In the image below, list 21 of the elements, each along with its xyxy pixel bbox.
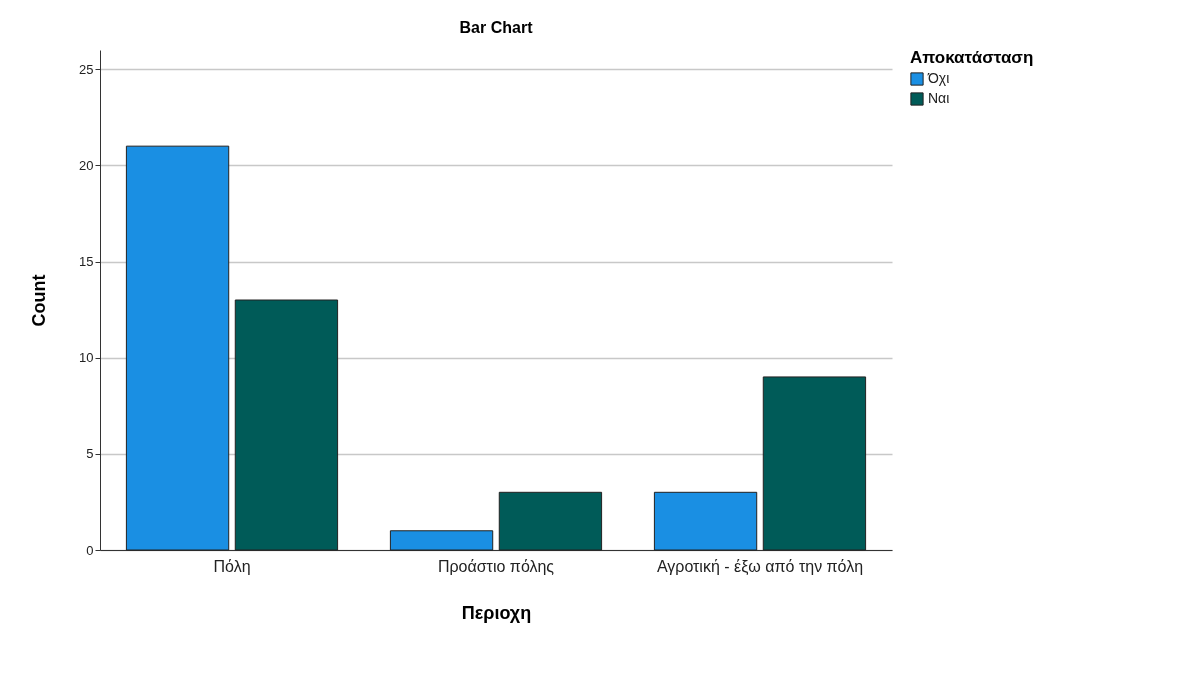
y-tick-label: 10 (79, 350, 94, 366)
y-tick-label: 0 (86, 542, 94, 558)
bar (498, 491, 603, 551)
chart-title: Bar Chart (459, 19, 534, 36)
bar (762, 376, 867, 551)
x-axis-title: Περιοχη (461, 602, 532, 623)
bar (234, 299, 339, 551)
y-tick-label: 20 (79, 157, 94, 173)
y-tick-label: 25 (79, 61, 94, 77)
bar (389, 530, 494, 551)
legend-label: Όχι (927, 70, 950, 86)
x-tick-label: Αγροτική - έξω από την πόλη (656, 557, 864, 576)
x-tick-label: Προάστιο πόλης (437, 557, 555, 575)
bar (125, 145, 230, 551)
legend-title: Αποκατάσταση (910, 48, 1034, 67)
x-tick-label: Πόλη (213, 557, 251, 575)
y-axis-title: Count (29, 274, 50, 327)
legend-label: Ναι (928, 90, 950, 106)
y-tick-label: 5 (86, 446, 94, 462)
y-tick-label: 15 (79, 254, 94, 270)
bar (653, 491, 758, 551)
